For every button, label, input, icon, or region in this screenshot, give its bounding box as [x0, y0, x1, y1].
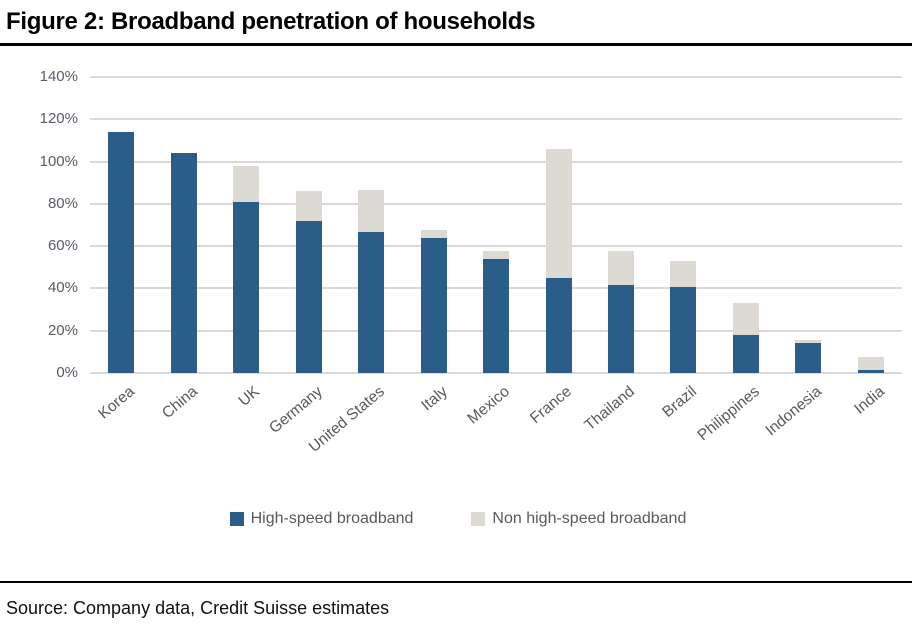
- high-speed-segment: [607, 285, 634, 373]
- high-speed-segment: [857, 369, 884, 373]
- bar-column-france: [527, 77, 589, 373]
- x-tick-label-china: China: [158, 383, 201, 423]
- stacked-bar: [295, 191, 322, 373]
- legend-label: High-speed broadband: [250, 510, 414, 527]
- x-tick-label-thailand: Thailand: [581, 383, 638, 435]
- bar-column-philippines: [715, 77, 777, 373]
- bar-column-china: [152, 77, 214, 373]
- non-high-speed-segment: [358, 190, 385, 233]
- non-high-speed-segment: [233, 165, 260, 202]
- legend-item-non-high-speed: Non high-speed broadband: [471, 510, 686, 528]
- high-speed-segment: [795, 343, 822, 373]
- gridline-120: [90, 118, 902, 121]
- title-underline: [0, 43, 912, 46]
- high-speed-segment: [483, 258, 510, 373]
- high-speed-segment: [420, 237, 447, 373]
- legend-item-high-speed: High-speed broadband: [229, 510, 414, 528]
- bar-column-korea: [90, 77, 152, 373]
- x-tick-label-mexico: Mexico: [464, 383, 513, 428]
- stacked-bar: [483, 251, 510, 373]
- non-high-speed-segment: [545, 148, 572, 278]
- broadband-penetration-chart: 0% 20% 40% 60% 80% 100% 120% 140% Korea China UK G…: [0, 52, 916, 552]
- plot-area: [90, 76, 902, 374]
- y-tick-label-60: 60%: [47, 237, 78, 255]
- gridline-100: [90, 160, 902, 163]
- stacked-bar: [607, 251, 634, 373]
- x-axis-labels: Korea China UK Germany United States Italy Mex…: [90, 373, 902, 493]
- x-tick-label-france: France: [527, 383, 576, 428]
- footer-rule: [0, 581, 912, 583]
- y-tick-label-0: 0%: [56, 364, 78, 381]
- gridline-80: [90, 202, 902, 205]
- stacked-bar: [233, 165, 260, 373]
- stacked-bar: [108, 131, 135, 373]
- non-high-speed-segment: [295, 191, 322, 221]
- legend-swatch-icon: [229, 512, 244, 526]
- stacked-bar: [670, 260, 697, 373]
- stacked-bar: [795, 340, 822, 373]
- x-tick-label-germany: Germany: [265, 383, 326, 438]
- non-high-speed-segment: [857, 357, 884, 370]
- bar-column-uk: [215, 77, 277, 373]
- bar-column-brazil: [652, 77, 714, 373]
- stacked-bar: [857, 357, 884, 373]
- x-tick-label-korea: Korea: [95, 383, 139, 423]
- x-tick-label-india: India: [851, 383, 888, 418]
- x-tick-label-philippines: Philippines: [694, 383, 763, 445]
- stacked-bar: [545, 148, 572, 373]
- bar-column-thailand: [590, 77, 652, 373]
- non-high-speed-segment: [670, 260, 697, 288]
- bar-column-india: [840, 77, 902, 373]
- gridline-140: [90, 76, 902, 78]
- source-note: Source: Company data, Credit Suisse esti…: [6, 598, 390, 618]
- high-speed-segment: [233, 201, 260, 373]
- bar-column-united-states: [340, 77, 402, 373]
- high-speed-segment: [170, 153, 197, 373]
- gridline-0: [90, 372, 902, 374]
- non-high-speed-segment: [795, 340, 822, 344]
- figure-title: Figure 2: Broadband penetration of house…: [6, 8, 536, 35]
- x-tick-label-uk: UK: [235, 383, 264, 410]
- bar-column-italy: [402, 77, 464, 373]
- bar-columns: [90, 77, 902, 373]
- legend-swatch-icon: [471, 512, 486, 526]
- x-tick-label-indonesia: Indonesia: [762, 383, 826, 440]
- non-high-speed-segment: [420, 230, 447, 238]
- non-high-speed-segment: [607, 251, 634, 286]
- stacked-bar: [170, 153, 197, 373]
- x-tick-label-italy: Italy: [417, 383, 451, 415]
- bar-column-indonesia: [777, 77, 839, 373]
- x-tick-label-brazil: Brazil: [659, 383, 701, 421]
- chart-legend: High-speed broadband Non high-speed broad…: [0, 510, 916, 528]
- y-axis-labels: 0% 20% 40% 60% 80% 100% 120% 140%: [0, 68, 78, 381]
- high-speed-segment: [295, 220, 322, 373]
- bar-column-germany: [277, 77, 339, 373]
- high-speed-segment: [732, 334, 759, 373]
- stacked-bar: [420, 230, 447, 373]
- y-tick-label-120: 120%: [39, 110, 78, 128]
- high-speed-segment: [545, 277, 572, 373]
- legend-label: Non high-speed broadband: [492, 510, 687, 527]
- non-high-speed-segment: [483, 251, 510, 259]
- bar-column-mexico: [465, 77, 527, 373]
- y-tick-label-140: 140%: [39, 68, 78, 85]
- high-speed-segment: [670, 287, 697, 373]
- stacked-bar: [732, 303, 759, 373]
- y-tick-label-20: 20%: [47, 321, 78, 339]
- gridline-60: [90, 245, 902, 248]
- stacked-bar: [358, 190, 385, 373]
- high-speed-segment: [358, 232, 385, 373]
- high-speed-segment: [108, 131, 135, 373]
- y-tick-label-40: 40%: [47, 279, 78, 297]
- y-tick-label-80: 80%: [47, 194, 78, 212]
- non-high-speed-segment: [732, 303, 759, 335]
- y-tick-label-100: 100%: [39, 152, 78, 170]
